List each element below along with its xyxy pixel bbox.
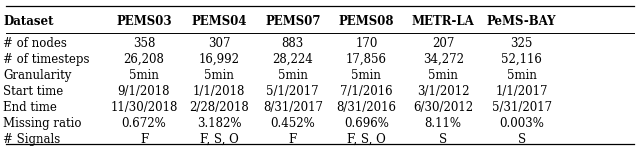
Text: 0.003%: 0.003% xyxy=(499,117,544,130)
Text: 883: 883 xyxy=(282,37,304,50)
Text: F, S, O: F, S, O xyxy=(200,133,239,146)
Text: # of timesteps: # of timesteps xyxy=(3,53,90,66)
Text: PEMS03: PEMS03 xyxy=(116,15,172,28)
Text: 2/28/2018: 2/28/2018 xyxy=(189,101,249,114)
Text: 1/1/2017: 1/1/2017 xyxy=(495,85,548,98)
Text: 1/1/2018: 1/1/2018 xyxy=(193,85,245,98)
Text: S: S xyxy=(439,133,447,146)
Text: # of nodes: # of nodes xyxy=(3,37,67,50)
Text: End time: End time xyxy=(3,101,57,114)
Text: METR-LA: METR-LA xyxy=(412,15,475,28)
Text: 307: 307 xyxy=(208,37,230,50)
Text: Missing ratio: Missing ratio xyxy=(3,117,82,130)
Text: PEMS04: PEMS04 xyxy=(191,15,247,28)
Text: 358: 358 xyxy=(133,37,155,50)
Text: 170: 170 xyxy=(355,37,378,50)
Text: 52,116: 52,116 xyxy=(501,53,542,66)
Text: 17,856: 17,856 xyxy=(346,53,387,66)
Text: 5min: 5min xyxy=(204,69,234,82)
Text: 8/31/2016: 8/31/2016 xyxy=(337,101,396,114)
Text: Dataset: Dataset xyxy=(3,15,54,28)
Text: 8.11%: 8.11% xyxy=(425,117,461,130)
Text: PEMS08: PEMS08 xyxy=(339,15,394,28)
Text: F, S, O: F, S, O xyxy=(347,133,386,146)
Text: 6/30/2012: 6/30/2012 xyxy=(413,101,473,114)
Text: 26,208: 26,208 xyxy=(124,53,164,66)
Text: 325: 325 xyxy=(511,37,532,50)
Text: 5min: 5min xyxy=(351,69,381,82)
Text: 5/1/2017: 5/1/2017 xyxy=(266,85,319,98)
Text: 5min: 5min xyxy=(507,69,536,82)
Text: 28,224: 28,224 xyxy=(273,53,313,66)
Text: 5min: 5min xyxy=(278,69,308,82)
Text: Granularity: Granularity xyxy=(3,69,72,82)
Text: 16,992: 16,992 xyxy=(198,53,240,66)
Text: 11/30/2018: 11/30/2018 xyxy=(110,101,178,114)
Text: 5/31/2017: 5/31/2017 xyxy=(492,101,552,114)
Text: PEMS07: PEMS07 xyxy=(265,15,321,28)
Text: 0.696%: 0.696% xyxy=(344,117,389,130)
Text: S: S xyxy=(518,133,525,146)
Text: F: F xyxy=(289,133,297,146)
Text: F: F xyxy=(140,133,148,146)
Text: 8/31/2017: 8/31/2017 xyxy=(263,101,323,114)
Text: # Signals: # Signals xyxy=(3,133,60,146)
Text: 207: 207 xyxy=(432,37,454,50)
Text: Start time: Start time xyxy=(3,85,63,98)
Text: 0.672%: 0.672% xyxy=(122,117,166,130)
Text: PeMS-BAY: PeMS-BAY xyxy=(487,15,556,28)
Text: 9/1/2018: 9/1/2018 xyxy=(118,85,170,98)
Text: 3.182%: 3.182% xyxy=(197,117,241,130)
Text: 3/1/2012: 3/1/2012 xyxy=(417,85,470,98)
Text: 0.452%: 0.452% xyxy=(271,117,315,130)
Text: 34,272: 34,272 xyxy=(422,53,464,66)
Text: 5min: 5min xyxy=(428,69,458,82)
Text: 7/1/2016: 7/1/2016 xyxy=(340,85,393,98)
Text: 5min: 5min xyxy=(129,69,159,82)
